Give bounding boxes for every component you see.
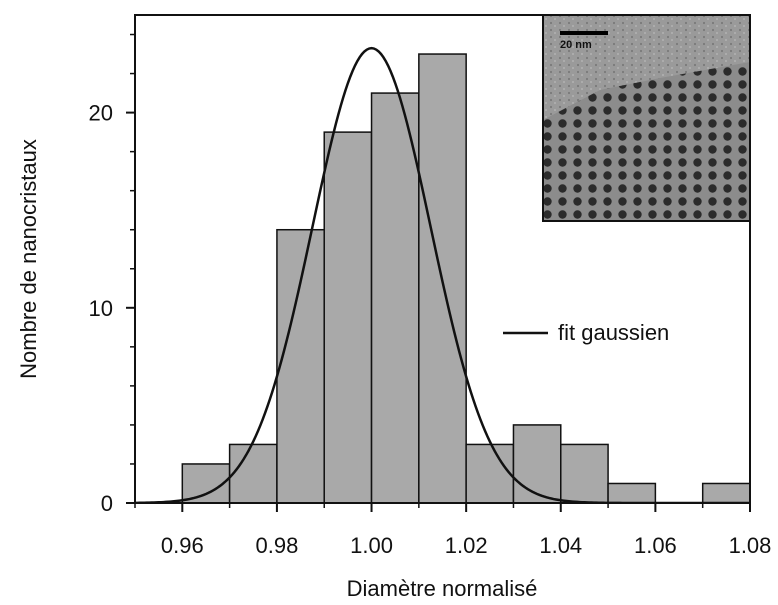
histogram-bar [276,228,325,503]
x-tick-label: 0.98 [256,533,299,558]
x-tick-label: 1.06 [634,533,677,558]
legend: fit gaussien [503,320,669,345]
histogram-bar [465,443,515,503]
histogram-bar [560,443,609,503]
y-tick-label: 10 [89,296,113,321]
histogram-bar [512,424,562,503]
inset-micrograph: 20 nm [542,14,751,222]
y-tick-label: 0 [101,491,113,516]
x-tick-label: 1.02 [445,533,488,558]
y-axis: 0 10 20 [89,33,135,516]
histogram-bar [607,482,657,503]
histogram-bar [228,443,278,503]
histogram-bar [370,92,420,503]
x-axis-title: Diamètre normalisé [347,576,538,601]
x-tick-label: 1.04 [539,533,582,558]
histogram-bar [701,482,750,503]
histogram-bar [323,131,373,503]
y-axis-title: Nombre de nanocristaux [16,139,41,379]
plot-frame [134,14,751,504]
legend-label: fit gaussien [558,320,669,345]
scale-bar-label: 20 nm [560,39,592,51]
x-tick-label: 1.08 [729,533,772,558]
x-tick-label: 0.96 [161,533,204,558]
x-tick-label: 1.00 [350,533,393,558]
y-tick-label: 20 [89,101,113,126]
x-axis: 0.96 0.98 1.00 1.02 1.04 1.06 1.08 [134,503,772,558]
